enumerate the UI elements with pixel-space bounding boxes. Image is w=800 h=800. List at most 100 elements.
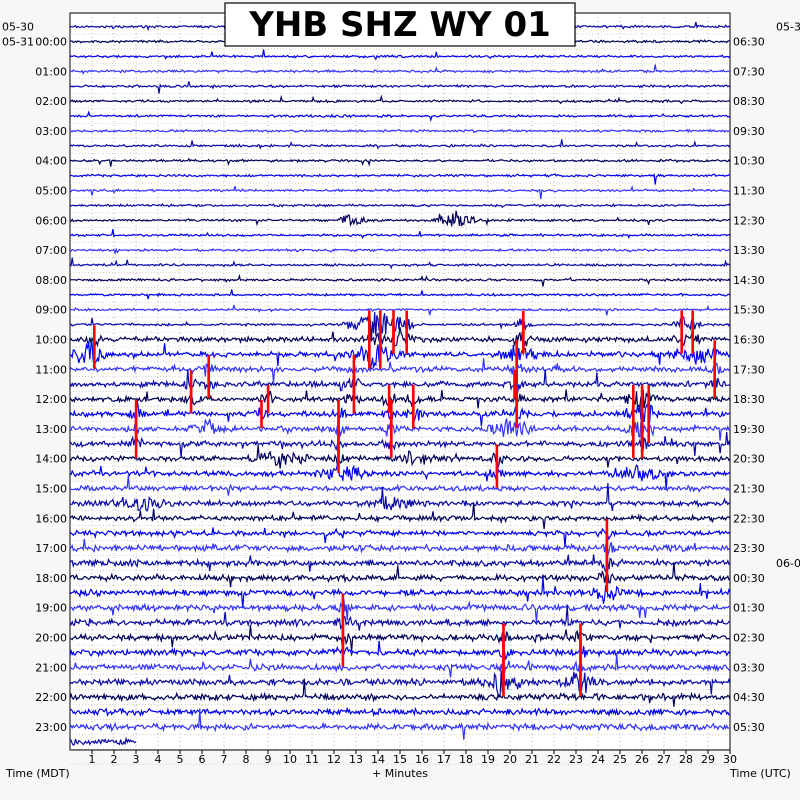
event-marker bbox=[680, 310, 683, 339]
event-marker bbox=[502, 623, 505, 652]
event-marker bbox=[680, 325, 683, 354]
event-marker bbox=[640, 414, 644, 444]
x-tick-label: 4 bbox=[155, 753, 162, 766]
trace-row bbox=[69, 604, 731, 631]
event-marker bbox=[515, 340, 518, 369]
trace-row bbox=[69, 554, 731, 574]
event-markers bbox=[93, 310, 716, 697]
event-marker bbox=[515, 399, 518, 429]
trace-row bbox=[69, 502, 731, 530]
left-time-label: 11:00 bbox=[35, 363, 67, 376]
event-marker bbox=[390, 429, 393, 458]
trace-row bbox=[69, 527, 731, 548]
trace-row bbox=[69, 311, 731, 342]
x-tick-label: 14 bbox=[371, 753, 385, 766]
trace-row bbox=[69, 341, 731, 369]
left-time-label: 09:00 bbox=[35, 304, 67, 317]
right-time-label: 03:30 bbox=[733, 661, 765, 674]
trace-row bbox=[69, 128, 731, 134]
left-time-label: 17:00 bbox=[35, 542, 67, 555]
x-tick-label: 28 bbox=[679, 753, 693, 766]
right-time-label: 12:30 bbox=[733, 214, 765, 227]
left-date-label: 05-31 bbox=[2, 36, 34, 49]
right-time-label: 09:30 bbox=[733, 125, 765, 138]
x-tick-label: 24 bbox=[591, 753, 605, 766]
trace-row bbox=[69, 418, 731, 441]
right-time-label: 17:30 bbox=[733, 363, 765, 376]
x-tick-label: 6 bbox=[199, 753, 206, 766]
trace-row bbox=[69, 708, 731, 740]
trace-row bbox=[69, 289, 731, 300]
left-axis-label: Time (MDT) bbox=[5, 767, 70, 780]
event-marker bbox=[379, 340, 382, 369]
right-time-label: 20:30 bbox=[733, 453, 765, 466]
event-marker bbox=[405, 310, 408, 339]
right-time-label: 18:30 bbox=[733, 393, 765, 406]
trace-row bbox=[69, 94, 731, 105]
event-marker bbox=[513, 370, 516, 399]
trace-row bbox=[69, 670, 731, 698]
x-tick-label: 25 bbox=[613, 753, 627, 766]
event-marker bbox=[713, 370, 716, 399]
left-time-label: 00:00 bbox=[35, 36, 67, 49]
event-marker bbox=[341, 593, 345, 622]
x-tick-label: 26 bbox=[635, 753, 649, 766]
event-marker bbox=[379, 310, 382, 339]
right-time-label: 00:30 bbox=[733, 572, 765, 585]
event-marker bbox=[605, 563, 609, 593]
right-time-label: 01:30 bbox=[733, 602, 765, 615]
event-marker bbox=[341, 638, 345, 667]
right-axis-label: Time (UTC) bbox=[729, 767, 791, 780]
trace-row bbox=[69, 81, 731, 94]
left-time-label: 13:00 bbox=[35, 423, 67, 436]
trace-row bbox=[69, 202, 731, 209]
event-marker bbox=[134, 399, 138, 429]
event-marker bbox=[605, 533, 609, 563]
x-tick-label: 18 bbox=[459, 753, 473, 766]
x-tick-label: 30 bbox=[723, 753, 737, 766]
trace-row bbox=[69, 475, 731, 496]
x-tick-label: 23 bbox=[569, 753, 583, 766]
right-time-label: 11:30 bbox=[733, 185, 765, 198]
trace-row bbox=[69, 389, 731, 410]
x-tick-label: 22 bbox=[547, 753, 561, 766]
event-marker bbox=[405, 325, 408, 354]
event-marker bbox=[579, 653, 582, 682]
event-marker bbox=[352, 370, 356, 399]
event-marker bbox=[337, 429, 340, 458]
title-box bbox=[224, 2, 576, 47]
event-marker bbox=[93, 340, 96, 369]
event-marker bbox=[495, 459, 499, 488]
x-tick-label: 29 bbox=[701, 753, 715, 766]
left-time-label: 15:00 bbox=[35, 483, 67, 496]
event-marker bbox=[368, 310, 371, 339]
x-tick-labels: 1 2 3 4 5 6 7 8 9 10 11 12 13 14 15 16 17 18 19 20 21 22 23 24 2… bbox=[89, 750, 737, 766]
left-date-label: 05-30 bbox=[2, 21, 34, 34]
trace-row bbox=[69, 444, 731, 469]
event-marker bbox=[632, 384, 635, 414]
event-marker bbox=[412, 384, 415, 414]
right-time-label: 02:30 bbox=[733, 632, 765, 645]
right-time-label: 13:30 bbox=[733, 244, 765, 257]
event-marker bbox=[412, 399, 415, 429]
left-time-label: 21:00 bbox=[35, 661, 67, 674]
x-tick-label: 1 bbox=[89, 753, 96, 766]
event-marker bbox=[713, 355, 716, 384]
left-time-label: 23:00 bbox=[35, 721, 67, 734]
trace-row bbox=[69, 184, 731, 200]
trace-row bbox=[69, 431, 731, 458]
trace-row bbox=[69, 576, 731, 609]
left-time-label: 20:00 bbox=[35, 632, 67, 645]
right-time-label: 19:30 bbox=[733, 423, 765, 436]
x-tick-label: 9 bbox=[265, 753, 272, 766]
event-marker bbox=[93, 325, 96, 354]
event-marker bbox=[713, 340, 716, 369]
left-time-label: 07:00 bbox=[35, 244, 67, 257]
trace-row bbox=[69, 157, 731, 167]
event-marker bbox=[522, 325, 525, 354]
event-marker bbox=[352, 355, 356, 384]
trace-row bbox=[69, 49, 731, 61]
x-tick-label: 16 bbox=[415, 753, 429, 766]
left-time-label: 08:00 bbox=[35, 274, 67, 287]
